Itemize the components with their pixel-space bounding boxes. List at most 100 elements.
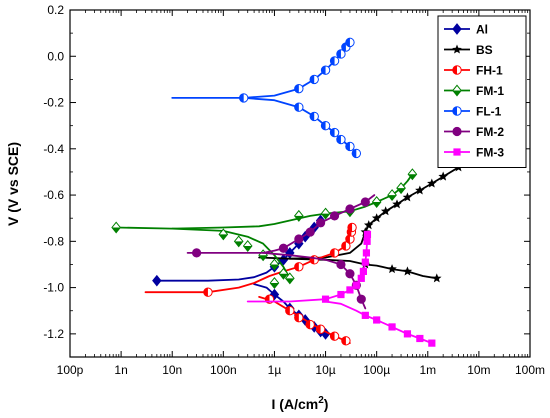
series-fm-3-point [362,249,371,257]
series-fm-1-point [269,258,280,271]
series-fm-1-point [396,182,406,195]
series-fl-1 [171,37,362,159]
series-bs-point [387,264,397,274]
legend-item-fm-2: FM-2 [444,125,504,139]
legend: Al BS FH-1 FM-1 FL-1 FM-2 FM-3 [437,15,527,168]
series-fh-1 [144,222,357,346]
legend-label: FH-1 [476,64,503,78]
series-fm-3-point [388,323,396,331]
series-fm-2-point [278,243,289,253]
x-tick-label: 1µ [268,363,282,377]
legend-swatch-marker [453,148,461,156]
plot-area [69,9,531,358]
series-fl-1-point [329,127,340,138]
series-layer [111,37,464,347]
series-fm-1-point [218,228,229,241]
y-tick-label: -0.2 [43,96,64,110]
y-tick-label: -0.6 [43,188,64,202]
series-al [152,214,331,340]
legend-label: FM-1 [476,84,504,98]
legend-item-fh-1: FH-1 [444,64,503,78]
legend-swatch-marker [452,84,462,97]
series-fm-3-point [361,258,369,266]
series-fl-1-point [309,74,319,85]
x-tick-label: 100p [57,363,84,377]
series-fm-1-point [320,207,331,220]
x-tick-label: 100m [515,363,545,377]
series-bs-point [402,266,413,276]
y-tick-label: -1.2 [43,327,64,341]
series-fm-1 [111,168,418,289]
x-tick-label: 100µ [363,363,390,377]
series-bs-point [392,199,402,209]
series-fm-3-point [373,316,381,324]
series-fm-2-point [345,204,355,214]
series-fh-1-point [203,287,213,297]
series-fm-3-point [363,237,371,245]
series-fm-3-point [346,286,354,294]
y-tick-label: 0.2 [47,3,64,17]
series-fm-3-point [352,281,360,289]
y-tick-label: -0.4 [43,142,64,156]
series-fl-1-point [345,141,355,152]
series-bs-point [438,171,448,181]
y-tick-label: 0.0 [47,49,64,63]
series-fm-3-point [337,290,345,299]
series-fm-1-point [293,209,304,222]
series-fh-1-point [329,331,340,341]
series-bs-branch-2 [288,166,460,260]
legend-label: FM-2 [476,125,504,139]
series-fh-1-point [347,222,357,233]
series-fl-1-point [336,134,346,145]
series-fm-1-point [111,221,122,234]
series-fl-1-point [309,111,319,122]
series-bs-point [432,273,442,283]
series-fm-2-point [316,218,326,228]
series-fh-1-point [285,306,295,316]
legend-swatch-marker [452,106,462,116]
series-fh-1-point [345,234,355,244]
series-bs-point [380,206,391,216]
x-tick-label: 10m [467,363,490,377]
series-bs-point [415,185,425,195]
series-fl-1-point [294,83,304,94]
series-fl-1-point [345,37,355,48]
series-fm-1-point [284,272,295,285]
series-fm-1-point [371,196,382,209]
legend-swatch-marker [452,65,462,75]
series-bs-point [427,178,437,188]
legend-swatch-marker [452,44,462,54]
legend-label: FL-1 [476,105,502,119]
legend-swatch-marker [452,23,462,35]
series-fm-3-point [363,230,372,238]
series-fm-2-point [329,211,340,221]
legend-item-al: Al [444,23,488,37]
y-axis-label: V (V vs SCE) [5,142,21,226]
series-fl-1-point [351,148,362,159]
series-fm-2-point [356,294,366,304]
series-bs-point [402,192,413,202]
series-fh-1-point [329,248,340,258]
legend-label: Al [476,23,488,37]
series-bs-branch-1 [258,256,438,280]
x-tick-label: 1m [419,363,436,377]
axes: 100p 1n 10n 100n 1µ 10µ 100µ 1m 10m 100m 0.2 0.0 -0.… [43,3,545,377]
series-fm-2-point [336,259,346,270]
series-fl-1-point [329,56,340,66]
series-fm-3-point [321,295,330,303]
series-fl-1-point [336,49,346,59]
series-fm-3-point [359,267,367,276]
series-fm-3-point [416,334,424,343]
series-fm-3-point [357,274,365,282]
series-fm-2-point [192,248,202,258]
legend-item-fl-1: FL-1 [444,105,502,119]
legend-swatch-marker [452,126,462,137]
series-fh-1-point [315,324,326,334]
legend-label: BS [476,43,493,57]
plot-frame [69,9,531,358]
series-fm-1-point [242,239,253,252]
series-fm-2-point [294,234,304,244]
series-fl-1-point [320,120,331,131]
legend-label: FM-3 [476,146,504,160]
